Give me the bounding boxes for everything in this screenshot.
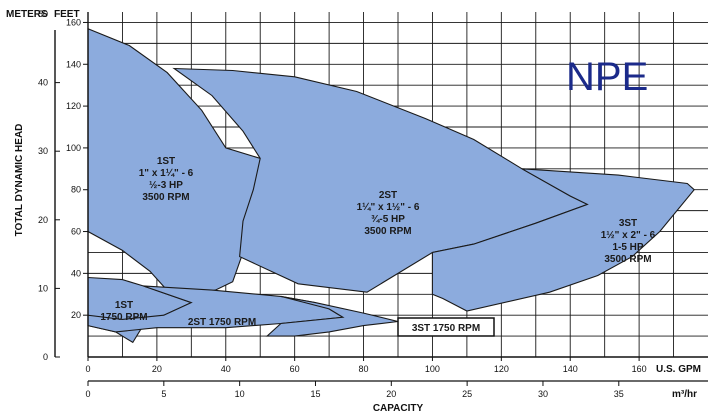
y-tick-label-feet: 100 [66,143,81,153]
x-tick-label-gpm: 0 [85,364,90,374]
x-tick-label-gpm: 140 [563,364,578,374]
x-units-m3hr: m³/hr [672,389,697,400]
y-tick-label-feet: 40 [71,268,81,278]
region-label-line: 1ST [115,300,133,311]
y-tick-label-feet: 160 [66,17,81,27]
x-tick-label-gpm: 100 [425,364,440,374]
x-tick-label-m3hr: 5 [161,389,166,399]
region-label-line: 2ST [379,190,397,201]
y-tick-label-feet: 80 [71,185,81,195]
region-label-line: 1¼" x 1½" - 6 [357,202,420,213]
x-tick-label-m3hr: 35 [614,389,624,399]
x-tick-label-gpm: 160 [632,364,647,374]
x-tick-label-m3hr: 15 [310,389,320,399]
x-tick-label-gpm: 60 [290,364,300,374]
y-tick-label-feet: 140 [66,59,81,69]
performance-regions [87,27,695,344]
y-units-meters: METERS [6,9,48,20]
y-tick-label-meters: 50 [38,9,48,19]
region-label-line: 1" x 1¼" - 6 [139,168,194,179]
x-tick-label-m3hr: 25 [462,389,472,399]
region-label-line: 3500 RPM [364,226,411,237]
y-tick-label-meters: 20 [38,215,48,225]
region-label-line: ½-3 HP [149,180,183,191]
region-label-line: 1ST [157,156,175,167]
y-tick-label-feet: 60 [71,227,81,237]
y-tick-label-meters: 40 [38,78,48,88]
y-tick-label-meters: 10 [38,283,48,293]
region-3st [431,168,695,312]
x-tick-label-m3hr: 20 [386,389,396,399]
svg-text:NPE: NPE [566,55,648,99]
svg-text:3ST 1750 RPM: 3ST 1750 RPM [412,323,480,334]
y-tick-label-feet: 120 [66,101,81,111]
region-1st [87,27,261,295]
x-tick-label-m3hr: 30 [538,389,548,399]
x-tick-label-gpm: 120 [494,364,509,374]
region-label-line: 1750 RPM [100,312,147,323]
region-label-line: 3500 RPM [604,254,651,265]
x-axis-title: CAPACITY [373,403,424,414]
region-label-line: 1½" x 2" - 6 [601,230,656,241]
y-tick-label-meters: 30 [38,146,48,156]
region-label-line: 3ST [619,218,637,229]
x-units-gpm: U.S. GPM [656,364,701,375]
x-tick-label-gpm: 80 [359,364,369,374]
y-units-feet: FEET [54,9,80,20]
region-label-line: ¾-5 HP [371,214,405,225]
x-tick-label-gpm: 40 [221,364,231,374]
region-label-1st-1750-rpm: 1ST 1750 RPM [100,300,147,323]
st3-1750-label-box: 3ST 1750 RPM [397,317,495,337]
region-label-3st: 3ST 1½" x 2" - 6 1-5 HP 3500 RPM [601,218,656,265]
region-label-2st: 2ST 1¼" x 1½" - 6 ¾-5 HP 3500 RPM [357,190,420,237]
y-axis-title: TOTAL DYNAMIC HEAD [14,124,25,237]
x-tick-label-m3hr: 0 [85,389,90,399]
region-labels: 1ST 1" x 1¼" - 6 ½-3 HP 3500 RPM 2ST 1¼" x 1½… [100,156,655,328]
region-label-2st-1750-rpm: 2ST 1750 RPM [188,317,256,328]
brand-logo: NPE [566,55,648,99]
region-label-line: 3500 RPM [142,192,189,203]
region-3st-1750-rpm [265,295,399,337]
x-tick-label-gpm: 20 [152,364,162,374]
region-label-line: 1-5 HP [612,242,643,253]
region-label-1st: 1ST 1" x 1¼" - 6 ½-3 HP 3500 RPM [139,156,194,203]
y-tick-label-meters: 0 [43,352,48,362]
x-tick-label-m3hr: 10 [235,389,245,399]
y-tick-label-feet: 20 [71,310,81,320]
region-label-line: 2ST 1750 RPM [188,317,256,328]
